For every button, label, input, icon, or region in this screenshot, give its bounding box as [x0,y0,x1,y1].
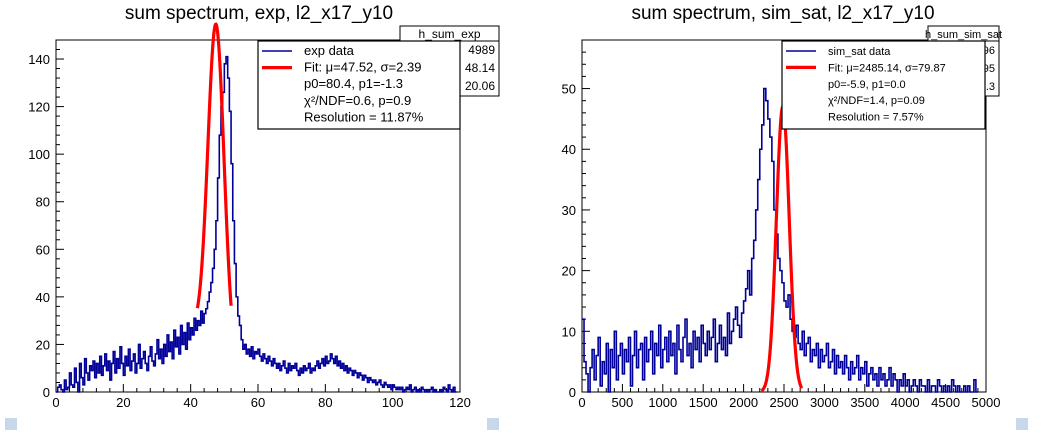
stats-box-value: 20.06 [465,79,495,93]
stats-box-title: h_sum_sim_sat [925,29,1002,41]
data-histogram-series [582,87,978,393]
y-tick-label: 140 [28,52,50,67]
legend-entry: Resolution = 11.87% [304,109,424,124]
y-tick-label: 60 [36,242,50,257]
x-tick-label: 2000 [729,395,758,410]
y-tick-label: 120 [28,100,50,115]
legend-entry: p0=80.4, p1=-1.3 [304,76,403,91]
x-tick-label: 120 [449,395,471,410]
legend-entry: sim_sat data [828,46,891,58]
y-tick-label: 20 [36,337,50,352]
legend-entry: Fit: μ=47.52, σ=2.39 [304,60,421,75]
fit-curve [195,22,233,309]
y-tick-label: 50 [562,82,576,97]
x-tick-label: 3500 [850,395,879,410]
stats-box-value: 48.14 [465,61,495,75]
legend-entry: exp data [304,43,355,58]
canvas-corner-marker-left [5,418,17,430]
stats-box-title: h_sum_exp [418,27,480,41]
x-tick-label: 80 [318,395,332,410]
x-tick-label: 40 [183,395,197,410]
legend-entry: χ²/NDF=0.6, p=0.9 [304,93,411,108]
y-tick-label: 20 [562,264,576,279]
legend-entry: Fit: μ=2485.14, σ=79.87 [828,62,946,74]
y-tick-label: 40 [562,142,576,157]
canvas-corner-marker-right [1016,418,1028,430]
x-tick-label: 0 [578,395,585,410]
x-tick-label: 3000 [810,395,839,410]
x-tick-label: 1500 [689,395,718,410]
x-tick-label: 1000 [648,395,677,410]
legend-entry: χ²/NDF=1.4, p=0.09 [828,95,925,107]
legend-entry: p0=-5.9, p1=0.0 [828,79,906,91]
legend-frame [781,40,986,130]
x-tick-label: 20 [116,395,130,410]
legend-frame [257,40,461,130]
chart-title: sum spectrum, sim_sat, l2_x17_y10 [631,3,934,24]
x-tick-label: 500 [612,395,634,410]
fit-curve [760,104,804,393]
legend: sim_sat data Fit: μ=2485.14, σ=79.87 p0=-5… [781,40,986,130]
x-tick-label: 100 [382,395,404,410]
x-tick-label: 60 [251,395,265,410]
x-tick-label: 5000 [972,395,1001,410]
y-tick-label: 40 [36,290,50,305]
chart-title: sum spectrum, exp, l2_x17_y10 [125,3,393,24]
x-tick-label: 4500 [931,395,960,410]
y-tick-label: 30 [562,203,576,218]
x-tick-label: 2500 [770,395,799,410]
y-tick-label: 0 [43,385,50,400]
canvas-corner-marker-middle [487,418,499,430]
legend-entry: Resolution = 7.57% [828,112,924,124]
chart-panel-1: sum spectrum, exp, l2_x17_y10 0 20 40 60 80 10… [28,3,500,410]
y-tick-label: 80 [36,195,50,210]
x-tick-label: 4000 [891,395,920,410]
x-tick-label: 0 [52,395,59,410]
stats-box-value: 4989 [468,43,495,57]
data-histogram-series [56,55,457,393]
y-tick-label: 10 [562,324,576,339]
chart-panel-2: sum spectrum, sim_sat, l2_x17_y10 0 10 20 30… [562,3,1002,410]
y-tick-label: 100 [28,147,50,162]
y-tick-label: 0 [569,385,576,400]
